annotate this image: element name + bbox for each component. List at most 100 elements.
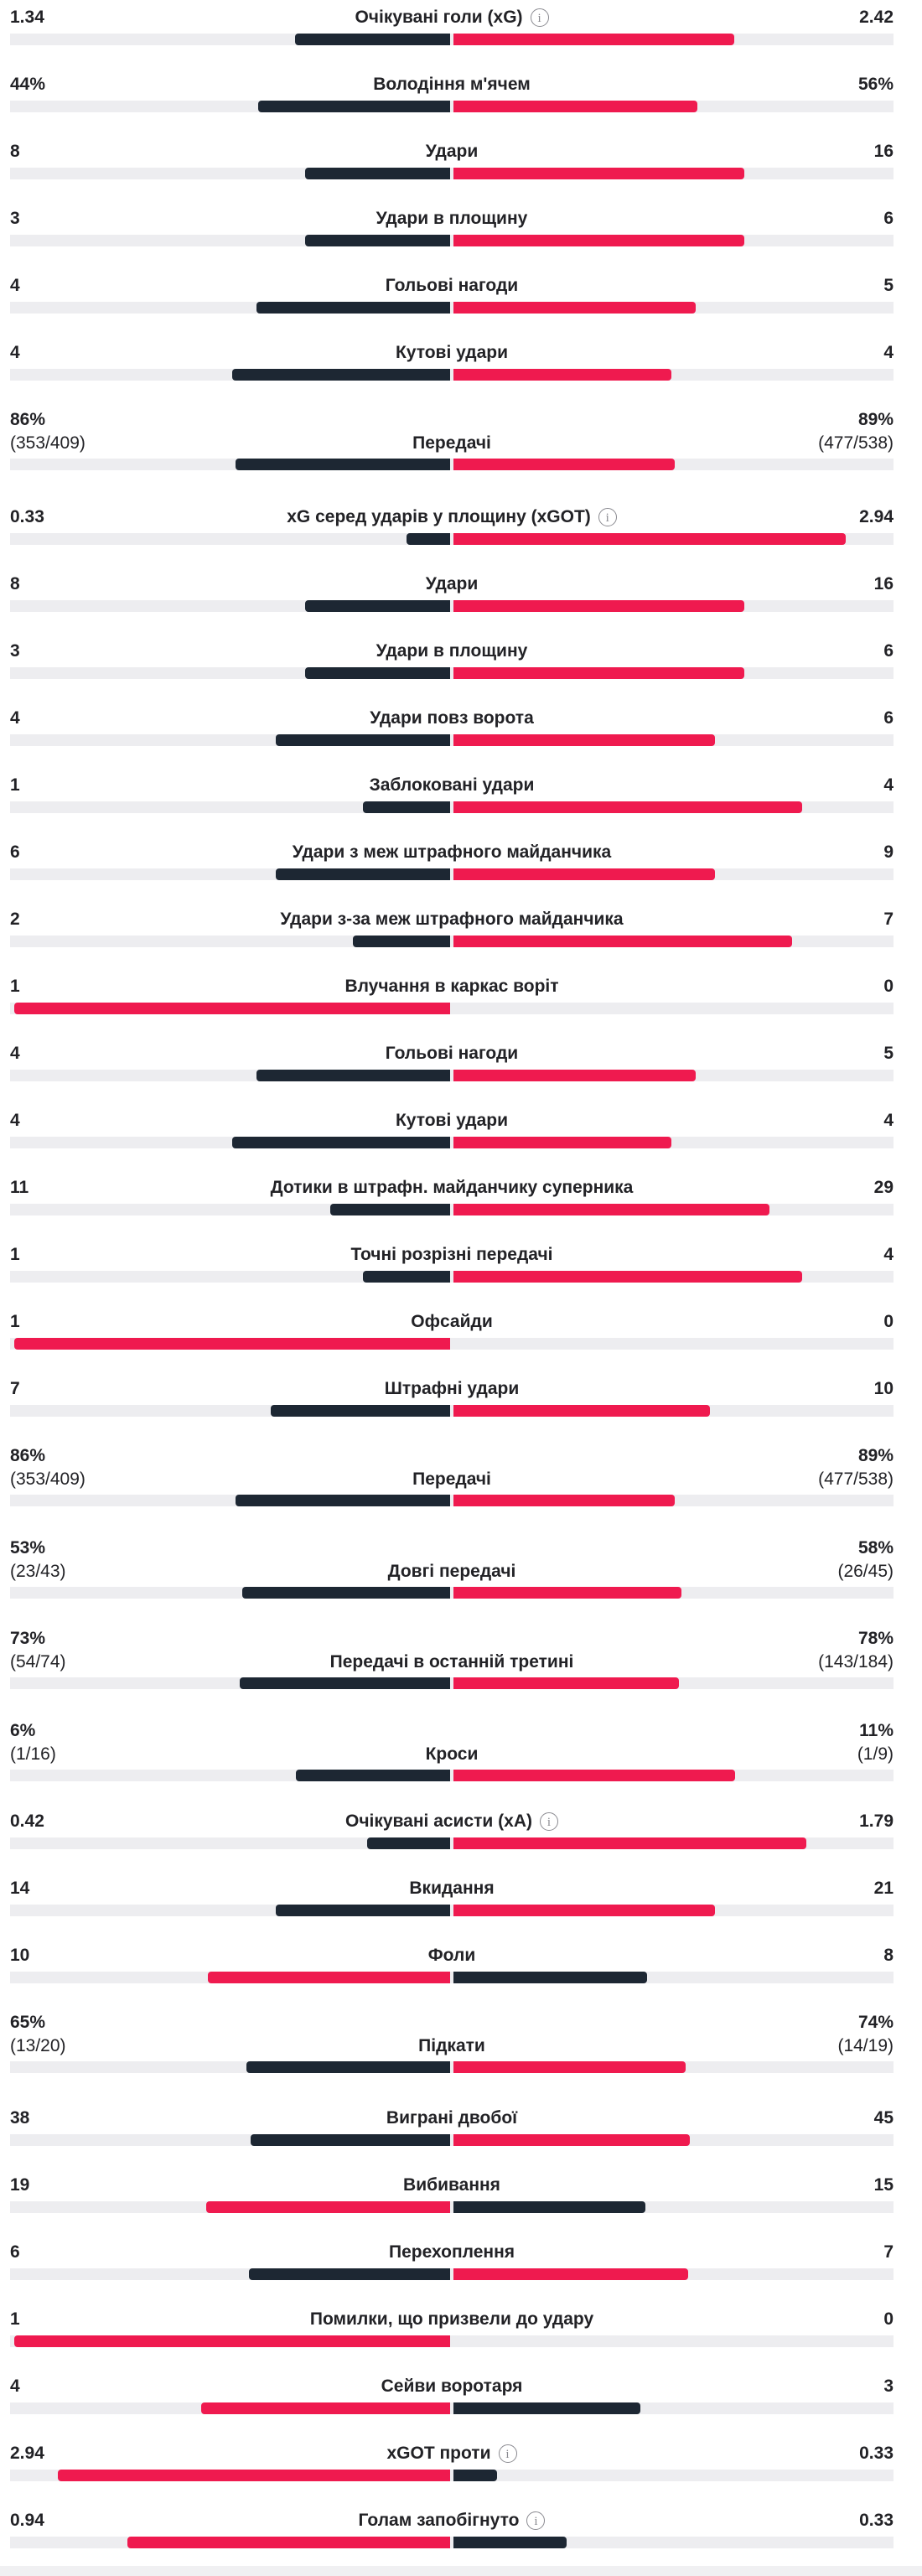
home-value: 8 xyxy=(10,574,20,593)
home-bar xyxy=(276,734,450,746)
comparison-bar xyxy=(10,1905,894,1916)
home-value: 10 xyxy=(10,1946,30,1965)
home-bar xyxy=(363,1271,450,1283)
comparison-bar xyxy=(10,2335,894,2347)
stat-row: 65% (13/20) Підкати 74% (14/19) xyxy=(10,2005,894,2097)
comparison-bar xyxy=(10,2061,894,2073)
stat-label-text: Удари з-за меж штрафного майданчика xyxy=(280,910,624,929)
away-value: 5 xyxy=(883,276,894,295)
stat-label: Гольові нагоди xyxy=(136,1043,768,1065)
home-value: 14 xyxy=(10,1879,30,1898)
away-bar xyxy=(453,1905,715,1916)
away-value: 74% xyxy=(857,2013,894,2032)
stat-label: Кутові удари xyxy=(136,342,768,364)
home-bar xyxy=(305,600,450,612)
stat-label: Помилки, що призвели до удару xyxy=(136,2309,768,2330)
away-bar xyxy=(453,302,696,314)
home-value: 86% xyxy=(10,1446,46,1465)
stat-row: 1 Точні розрізні передачі 4 xyxy=(10,1237,894,1304)
stat-row: 53% (23/43) Довгі передачі 58% (26/45) xyxy=(10,1531,894,1623)
away-bar xyxy=(453,1204,769,1215)
stat-label-text: Дотики в штрафн. майданчику суперника xyxy=(270,1178,634,1197)
away-bar xyxy=(453,2134,690,2146)
stat-row: 2 Удари з-за меж штрафного майданчика 7 xyxy=(10,902,894,969)
stat-row: 1 Влучання в каркас воріт 0 xyxy=(10,969,894,1036)
home-bar xyxy=(295,34,450,45)
home-value: 86% xyxy=(10,410,46,429)
comparison-bar xyxy=(10,34,894,45)
away-value: 16 xyxy=(873,574,894,593)
away-value: 5 xyxy=(883,1044,894,1063)
stat-label-text: Підкати xyxy=(418,2036,485,2055)
stat-label: Удари в площину xyxy=(136,208,768,230)
home-value: 73% xyxy=(10,1629,46,1648)
stat-label: Удари xyxy=(136,141,768,163)
stat-row: 0.94 Голам запобігнуто i 0.33 xyxy=(10,2503,894,2570)
home-value: 4 xyxy=(10,708,20,728)
stat-label-text: Кутові удари xyxy=(395,1111,509,1130)
home-bar xyxy=(201,2402,450,2414)
comparison-bar xyxy=(10,2470,894,2481)
info-icon[interactable]: i xyxy=(526,2511,546,2530)
home-bar xyxy=(232,369,450,381)
home-value: 6 xyxy=(10,2242,20,2262)
home-value: 4 xyxy=(10,343,20,362)
stat-label-text: Удари в площину xyxy=(376,641,528,661)
home-value: 1 xyxy=(10,977,20,996)
home-value: 1.34 xyxy=(10,8,44,27)
home-subvalue: (54/74) xyxy=(10,1652,66,1672)
comparison-bar xyxy=(10,1070,894,1081)
stat-row: 38 Виграні двобої 45 xyxy=(10,2101,894,2168)
stat-label-text: Вкидання xyxy=(409,1879,495,1898)
stat-label-text: Заблоковані удари xyxy=(369,775,535,795)
info-icon[interactable]: i xyxy=(530,8,549,27)
home-bar xyxy=(367,1837,450,1849)
info-icon[interactable]: i xyxy=(498,2444,517,2463)
home-bar xyxy=(58,2470,450,2481)
stat-label: Передачі xyxy=(136,433,768,454)
away-bar xyxy=(453,1405,710,1417)
stat-row: 6 Перехоплення 7 xyxy=(10,2235,894,2302)
stat-label-text: Володіння м'ячем xyxy=(373,75,531,94)
away-bar xyxy=(453,1271,802,1283)
stat-row: 19 Вибивання 15 xyxy=(10,2168,894,2235)
home-subvalue: (1/16) xyxy=(10,1744,56,1764)
info-icon[interactable]: i xyxy=(540,1812,559,1831)
away-value: 10 xyxy=(873,1379,894,1398)
away-value: 29 xyxy=(873,1178,894,1197)
stat-label-text: Помилки, що призвели до удару xyxy=(309,2309,594,2329)
home-value: 3 xyxy=(10,641,20,661)
comparison-bar xyxy=(10,533,894,545)
home-value: 38 xyxy=(10,2108,30,2128)
comparison-bar xyxy=(10,936,894,947)
away-bar xyxy=(453,369,671,381)
home-bar xyxy=(305,168,450,179)
stat-label: Вибивання xyxy=(136,2174,768,2196)
comparison-bar xyxy=(10,1770,894,1781)
stat-label: Влучання в каркас воріт xyxy=(136,976,768,998)
away-bar xyxy=(453,2201,645,2213)
stat-label: Штрафні удари xyxy=(136,1378,768,1400)
away-bar xyxy=(453,667,744,679)
away-bar xyxy=(453,734,715,746)
home-subvalue: (13/20) xyxy=(10,2036,66,2055)
away-bar xyxy=(453,1972,647,1983)
comparison-bar xyxy=(10,734,894,746)
away-bar xyxy=(453,101,697,112)
home-subvalue: (353/409) xyxy=(10,1469,85,1489)
stat-label-text: Офсайди xyxy=(411,1312,493,1331)
home-bar xyxy=(208,1972,450,1983)
info-icon[interactable]: i xyxy=(598,508,617,526)
away-value: 6 xyxy=(883,708,894,728)
home-bar xyxy=(14,1003,450,1014)
stat-row: 8 Удари 16 xyxy=(10,567,894,634)
away-value: 4 xyxy=(883,1111,894,1130)
away-bar xyxy=(453,459,675,470)
comparison-bar xyxy=(10,1338,894,1350)
away-bar xyxy=(453,600,744,612)
away-value: 45 xyxy=(873,2108,894,2128)
home-bar xyxy=(305,667,450,679)
stat-label: Очікувані голи (xG) i xyxy=(136,7,768,29)
home-value: 3 xyxy=(10,209,20,228)
stat-label-text: Сейви воротаря xyxy=(381,2376,523,2396)
